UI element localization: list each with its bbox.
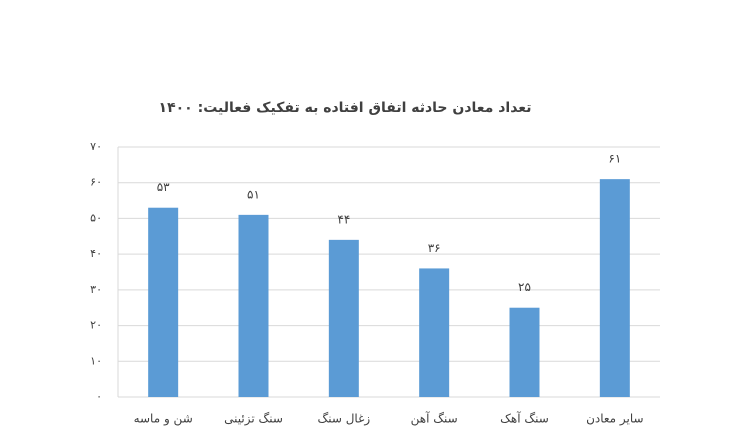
- data-label: ۶۱: [608, 152, 621, 166]
- y-tick-label: ۵۰: [90, 211, 102, 224]
- data-label: ۳۶: [428, 241, 441, 255]
- y-tick-label: ۷۰: [90, 140, 102, 153]
- data-label: ۵۳: [157, 180, 170, 194]
- data-label: ۲۵: [518, 280, 531, 294]
- x-tick-label: سنگ تزئینی: [224, 412, 283, 427]
- chart-title: تعداد معادن حادثه اتفاق افتاده به تفکیک …: [159, 100, 532, 116]
- y-tick-label: ۱۰: [90, 354, 102, 367]
- x-tick-label: شن و ماسه: [134, 412, 193, 427]
- bar: [599, 179, 630, 397]
- y-tick-label: ۳۰: [90, 283, 102, 296]
- y-tick-label: ۲۰: [90, 319, 102, 332]
- bar: [238, 214, 269, 397]
- y-tick-label: ۶۰: [90, 176, 102, 189]
- x-tick-label: سایر معادن: [586, 412, 644, 427]
- x-tick-label: سنگ آهن: [411, 411, 458, 427]
- bar: [419, 268, 450, 397]
- bar: [148, 207, 179, 397]
- x-tick-label: زغال سنگ: [317, 412, 370, 427]
- y-tick-label: ۴۰: [90, 247, 102, 260]
- y-tick-label: ۰: [96, 390, 102, 403]
- data-label: ۴۴: [337, 212, 350, 226]
- bar: [509, 307, 540, 397]
- x-tick-label: سنگ آهک: [500, 411, 549, 426]
- data-label: ۵۱: [247, 187, 260, 201]
- bar: [328, 239, 359, 397]
